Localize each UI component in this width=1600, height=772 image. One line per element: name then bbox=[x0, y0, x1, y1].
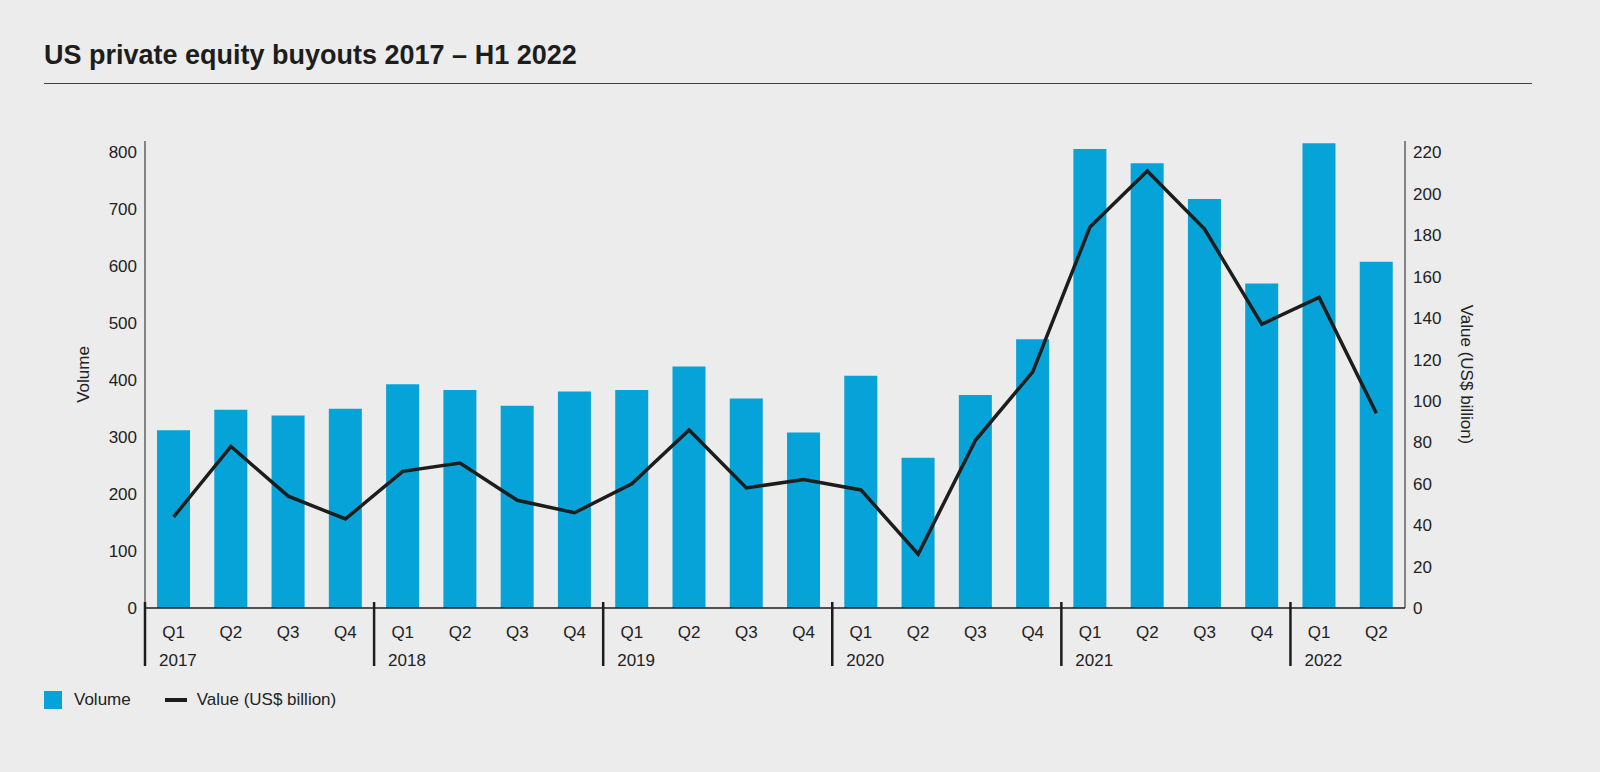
svg-text:Q1: Q1 bbox=[391, 623, 414, 642]
svg-text:700: 700 bbox=[109, 200, 137, 219]
svg-text:Q1: Q1 bbox=[1308, 623, 1331, 642]
svg-text:100: 100 bbox=[109, 542, 137, 561]
svg-text:2019: 2019 bbox=[617, 651, 655, 670]
svg-text:100: 100 bbox=[1413, 392, 1441, 411]
html-text:Volume: Volume bbox=[74, 690, 131, 709]
svg-text:140: 140 bbox=[1413, 309, 1441, 328]
svg-text:Q2: Q2 bbox=[449, 623, 472, 642]
svg-text:Q1: Q1 bbox=[1079, 623, 1102, 642]
html-text:Value (US$ billion): Value (US$ billion) bbox=[196, 690, 337, 709]
svg-text:200: 200 bbox=[109, 485, 137, 504]
svg-text:2022: 2022 bbox=[1304, 651, 1342, 670]
svg-text:600: 600 bbox=[109, 257, 137, 276]
svg-text:180: 180 bbox=[1413, 226, 1441, 245]
svg-text:Q2: Q2 bbox=[220, 623, 243, 642]
svg-text:Value (US$ billion): Value (US$ billion) bbox=[1457, 305, 1476, 445]
svg-text:Q4: Q4 bbox=[1021, 623, 1044, 642]
svg-text:Q3: Q3 bbox=[964, 623, 987, 642]
svg-text:500: 500 bbox=[109, 314, 137, 333]
svg-text:Q1: Q1 bbox=[850, 623, 873, 642]
svg-text:Q1: Q1 bbox=[162, 623, 185, 642]
svg-text:2017: 2017 bbox=[159, 651, 197, 670]
svg-text:Q4: Q4 bbox=[1250, 623, 1273, 642]
svg-text:200: 200 bbox=[1413, 185, 1441, 204]
svg-text:Q1: Q1 bbox=[620, 623, 643, 642]
svg-text:2018: 2018 bbox=[388, 651, 426, 670]
svg-text:Q3: Q3 bbox=[735, 623, 758, 642]
svg-text:400: 400 bbox=[109, 371, 137, 390]
svg-text:Volume: Volume bbox=[74, 346, 93, 403]
svg-text:Q4: Q4 bbox=[563, 623, 586, 642]
svg-text:0: 0 bbox=[128, 599, 137, 618]
svg-text:80: 80 bbox=[1413, 433, 1432, 452]
svg-text:Q3: Q3 bbox=[506, 623, 529, 642]
svg-text:Q4: Q4 bbox=[334, 623, 357, 642]
svg-text:Q3: Q3 bbox=[1193, 623, 1216, 642]
svg-text:40: 40 bbox=[1413, 516, 1432, 535]
svg-text:2020: 2020 bbox=[846, 651, 884, 670]
svg-text:60: 60 bbox=[1413, 475, 1432, 494]
svg-text:Q3: Q3 bbox=[277, 623, 300, 642]
svg-text:Q2: Q2 bbox=[1136, 623, 1159, 642]
svg-text:Q2: Q2 bbox=[1365, 623, 1388, 642]
svg-text:220: 220 bbox=[1413, 143, 1441, 162]
svg-text:0: 0 bbox=[1413, 599, 1422, 618]
svg-text:160: 160 bbox=[1413, 268, 1441, 287]
svg-text:Q2: Q2 bbox=[678, 623, 701, 642]
svg-text:800: 800 bbox=[109, 143, 137, 162]
svg-text:Q2: Q2 bbox=[907, 623, 930, 642]
svg-text:20: 20 bbox=[1413, 558, 1432, 577]
html-text:US private equity buyouts 2017: US private equity buyouts 2017 – H1 2022 bbox=[44, 40, 577, 70]
svg-text:Q4: Q4 bbox=[792, 623, 815, 642]
svg-text:2021: 2021 bbox=[1075, 651, 1113, 670]
svg-text:120: 120 bbox=[1413, 351, 1441, 370]
svg-text:300: 300 bbox=[109, 428, 137, 447]
